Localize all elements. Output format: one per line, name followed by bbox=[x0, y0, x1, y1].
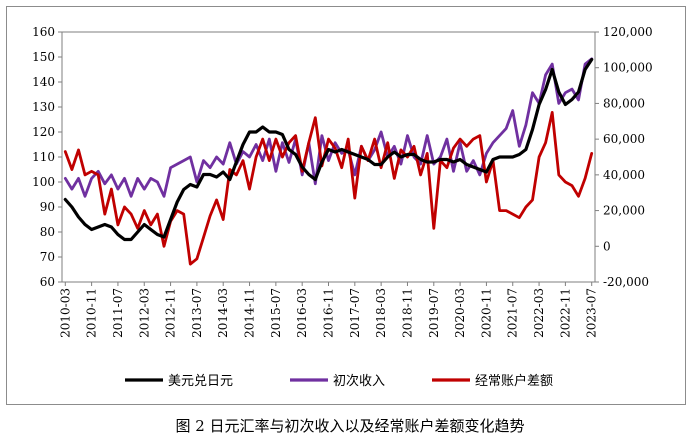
legend-label: 初次收入 bbox=[333, 373, 385, 389]
right-tick-label: 100,000 bbox=[603, 61, 653, 75]
x-tick-label: 2020-11 bbox=[479, 288, 493, 338]
legend-label: 美元兑日元 bbox=[168, 374, 233, 389]
x-tick-label: 2012-03 bbox=[137, 288, 151, 338]
x-tick-label: 2010-03 bbox=[58, 288, 72, 338]
left-tick-label: 80 bbox=[40, 225, 55, 239]
x-tick-label: 2022-03 bbox=[532, 288, 546, 338]
x-axis: 2010-03 2010-11 2011-07 2012-03 2012-11 2013-… bbox=[58, 282, 599, 338]
right-tick-label: 40,000 bbox=[603, 168, 645, 182]
left-tick-label: 90 bbox=[40, 200, 55, 214]
right-tick-label: 0 bbox=[603, 239, 611, 253]
x-tick-label: 2014-03 bbox=[216, 288, 230, 338]
left-axis: 60 70 80 90 100 110 120 130 140 150 160 bbox=[32, 25, 62, 289]
x-tick-label: 2018-11 bbox=[400, 288, 414, 338]
chart-frame: 60 70 80 90 100 110 120 130 140 150 160 -20,000 0 20… bbox=[6, 6, 686, 405]
x-tick-label: 2022-11 bbox=[558, 288, 572, 338]
right-tick-label: 60,000 bbox=[603, 132, 645, 146]
right-tick-label: 20,000 bbox=[603, 204, 645, 218]
right-tick-label: 80,000 bbox=[603, 96, 645, 110]
right-tick-label: 120,000 bbox=[603, 25, 653, 39]
x-tick-label: 2019-07 bbox=[427, 288, 441, 338]
figure-caption: 图 2 日元汇率与初次收入以及经常账户差额变化趋势 bbox=[175, 417, 525, 435]
left-tick-label: 70 bbox=[40, 250, 55, 264]
x-tick-label: 2012-11 bbox=[164, 288, 178, 338]
legend-label: 经常账户差额 bbox=[475, 373, 553, 389]
x-tick-label: 2010-11 bbox=[85, 288, 99, 338]
series-line-usdjpy bbox=[63, 57, 594, 242]
left-tick-label: 150 bbox=[32, 50, 55, 64]
left-tick-label: 60 bbox=[40, 275, 55, 289]
left-tick-label: 100 bbox=[32, 175, 55, 189]
x-tick-label: 2013-07 bbox=[190, 288, 204, 338]
x-tick-label: 2020-03 bbox=[453, 288, 467, 338]
right-axis: -20,000 0 20,000 40,000 60,000 80,000 100,000 1… bbox=[595, 25, 653, 289]
x-tick-label: 2014-11 bbox=[243, 288, 257, 338]
left-tick-label: 140 bbox=[32, 75, 55, 89]
x-tick-label: 2023-07 bbox=[585, 288, 599, 338]
x-tick-label: 2018-03 bbox=[374, 288, 388, 338]
chart-svg: 60 70 80 90 100 110 120 130 140 150 160 -20,000 0 20… bbox=[32, 25, 653, 389]
left-tick-label: 110 bbox=[32, 150, 55, 164]
legend: 美元兑日元 初次收入 经常账户差额 bbox=[125, 373, 553, 389]
x-tick-label: 2017-07 bbox=[348, 288, 362, 338]
x-tick-label: 2021-07 bbox=[506, 288, 520, 338]
x-tick-label: 2016-11 bbox=[322, 288, 336, 338]
x-tick-label: 2016-03 bbox=[295, 288, 309, 338]
series-line-current-account bbox=[63, 111, 594, 266]
left-tick-label: 120 bbox=[32, 125, 55, 139]
right-tick-label: -20,000 bbox=[603, 275, 649, 289]
series-line-primary-income bbox=[63, 57, 594, 198]
x-tick-label: 2015-07 bbox=[269, 288, 283, 338]
x-tick-label: 2011-07 bbox=[111, 288, 125, 338]
series-layer bbox=[63, 57, 594, 266]
left-tick-label: 130 bbox=[32, 100, 55, 114]
left-tick-label: 160 bbox=[32, 25, 55, 39]
